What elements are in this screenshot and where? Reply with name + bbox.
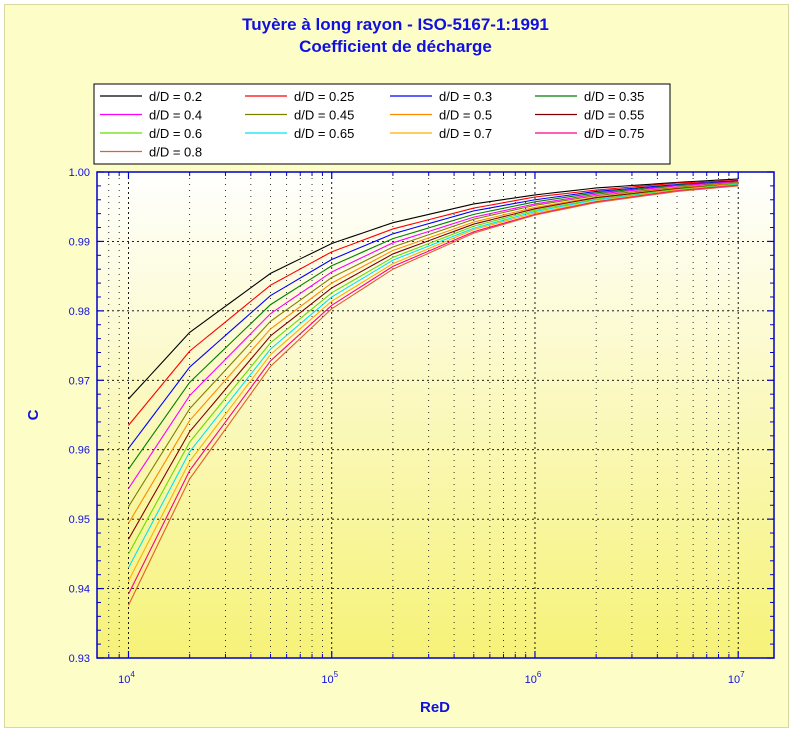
series-line	[127, 184, 739, 582]
legend-label: d/D = 0.4	[149, 108, 202, 123]
legend-label: d/D = 0.25	[294, 89, 354, 104]
legend-label: d/D = 0.35	[584, 89, 644, 104]
series-line	[128, 182, 739, 524]
legend-label: d/D = 0.75	[584, 126, 644, 141]
plot-area	[97, 172, 774, 658]
x-tick-label: 107	[728, 670, 745, 686]
legend-label: d/D = 0.2	[149, 89, 202, 104]
x-axis-title: ReD	[420, 699, 450, 716]
legend: d/D = 0.2 d/D = 0.25 d/D = 0.3 d/D = 0.35 d/…	[93, 83, 671, 165]
grid	[97, 172, 774, 658]
series-line	[127, 183, 739, 555]
legend-label: d/D = 0.45	[294, 108, 354, 123]
y-tick-label: 0.96	[69, 445, 90, 457]
series-line	[127, 184, 739, 595]
series-group	[127, 178, 739, 606]
legend-label: d/D = 0.6	[149, 126, 202, 141]
chart-title-line: Tuyère à long rayon - ISO-5167-1:1991	[242, 15, 549, 34]
y-tick-label: 0.95	[69, 514, 90, 526]
legend-box	[93, 83, 671, 165]
legend-label: d/D = 0.55	[584, 108, 644, 123]
plot-border	[96, 171, 775, 659]
series-line	[128, 181, 739, 470]
chart-title: Tuyère à long rayon - ISO-5167-1:1991 Co…	[4, 14, 787, 58]
x-tick-label: 105	[321, 670, 338, 686]
y-tick-label: 0.99	[69, 236, 90, 248]
series-line	[128, 181, 739, 507]
y-tick-label: 0.93	[69, 653, 90, 665]
y-axis-title: C	[25, 409, 42, 420]
y-tick-label: 0.94	[69, 584, 90, 596]
chart-subtitle-line: Coefficient de décharge	[299, 37, 492, 56]
legend-label: d/D = 0.65	[294, 126, 354, 141]
legend-label: d/D = 0.7	[439, 126, 492, 141]
x-tick-label: 106	[525, 670, 542, 686]
y-tick-label: 0.97	[69, 375, 90, 387]
series-line	[128, 183, 739, 540]
y-tick-label: 0.98	[69, 306, 90, 318]
series-line	[128, 179, 739, 426]
legend-label: d/D = 0.5	[439, 108, 492, 123]
series-line	[127, 185, 739, 606]
series-line	[128, 180, 739, 449]
ticks: 104 105 106 107 0.93 0.94 0.95 0.96 0.97 0.98 0.99…	[69, 167, 774, 686]
series-line	[128, 178, 739, 400]
x-tick-label: 104	[118, 670, 135, 686]
legend-label: d/D = 0.3	[439, 89, 492, 104]
legend-label: d/D = 0.8	[149, 145, 202, 160]
series-line	[128, 181, 739, 489]
y-tick-label: 1.00	[69, 167, 90, 179]
series-line	[127, 183, 739, 568]
